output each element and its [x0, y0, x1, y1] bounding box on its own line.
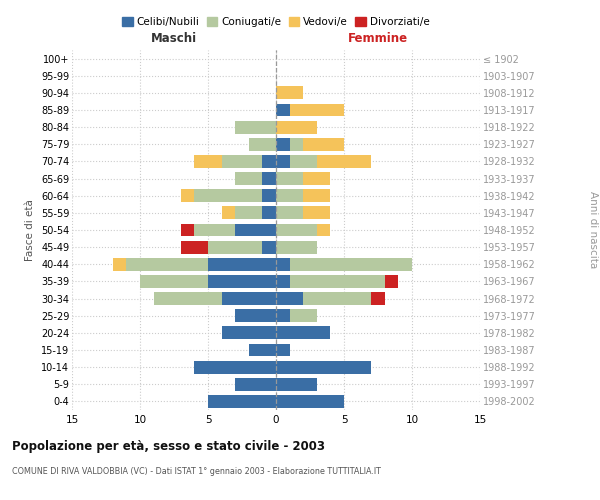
Bar — [276, 275, 290, 288]
Bar — [276, 326, 331, 340]
Bar — [113, 258, 127, 270]
Bar — [290, 138, 303, 150]
Y-axis label: Anni di nascita: Anni di nascita — [588, 192, 598, 268]
Bar — [303, 292, 371, 305]
Bar — [290, 310, 317, 322]
Bar — [127, 258, 208, 270]
Bar — [208, 395, 276, 408]
Bar — [181, 240, 208, 254]
Bar — [262, 190, 276, 202]
Bar — [276, 120, 317, 134]
Bar — [249, 138, 276, 150]
Bar — [303, 172, 331, 185]
Bar — [385, 275, 398, 288]
Bar — [221, 206, 235, 220]
Bar — [290, 275, 385, 288]
Bar — [181, 190, 194, 202]
Bar — [235, 206, 262, 220]
Bar — [221, 155, 262, 168]
Bar — [371, 292, 385, 305]
Bar — [317, 155, 371, 168]
Bar — [290, 155, 317, 168]
Bar — [262, 240, 276, 254]
Bar — [276, 378, 317, 390]
Bar — [235, 120, 276, 134]
Bar — [221, 326, 276, 340]
Text: Femmine: Femmine — [348, 32, 408, 45]
Bar — [276, 206, 303, 220]
Bar — [276, 138, 290, 150]
Bar — [276, 240, 317, 254]
Bar — [276, 292, 303, 305]
Bar — [154, 292, 221, 305]
Bar — [276, 86, 303, 100]
Bar — [249, 344, 276, 356]
Bar — [235, 224, 276, 236]
Bar — [208, 258, 276, 270]
Bar — [276, 310, 290, 322]
Bar — [221, 292, 276, 305]
Bar — [235, 378, 276, 390]
Bar — [276, 190, 303, 202]
Text: Maschi: Maschi — [151, 32, 197, 45]
Bar — [276, 360, 371, 374]
Bar — [290, 258, 412, 270]
Bar — [290, 104, 344, 117]
Bar — [317, 224, 331, 236]
Bar — [140, 275, 208, 288]
Bar — [276, 344, 290, 356]
Legend: Celibi/Nubili, Coniugati/e, Vedovi/e, Divorziati/e: Celibi/Nubili, Coniugati/e, Vedovi/e, Di… — [118, 12, 434, 31]
Bar — [276, 155, 290, 168]
Bar — [235, 310, 276, 322]
Text: COMUNE DI RIVA VALDOBBIA (VC) - Dati ISTAT 1° gennaio 2003 - Elaborazione TUTTIT: COMUNE DI RIVA VALDOBBIA (VC) - Dati IST… — [12, 468, 381, 476]
Bar — [208, 240, 262, 254]
Bar — [181, 224, 194, 236]
Bar — [194, 155, 221, 168]
Bar — [276, 395, 344, 408]
Y-axis label: Fasce di età: Fasce di età — [25, 199, 35, 261]
Bar — [194, 190, 262, 202]
Bar — [303, 206, 331, 220]
Bar — [194, 224, 235, 236]
Bar — [262, 206, 276, 220]
Bar — [303, 190, 331, 202]
Bar — [276, 104, 290, 117]
Bar — [235, 172, 262, 185]
Bar — [262, 172, 276, 185]
Bar — [194, 360, 276, 374]
Bar — [208, 275, 276, 288]
Text: Popolazione per età, sesso e stato civile - 2003: Popolazione per età, sesso e stato civil… — [12, 440, 325, 453]
Bar — [276, 224, 317, 236]
Bar — [262, 155, 276, 168]
Bar — [276, 258, 290, 270]
Bar — [303, 138, 344, 150]
Bar — [276, 172, 303, 185]
